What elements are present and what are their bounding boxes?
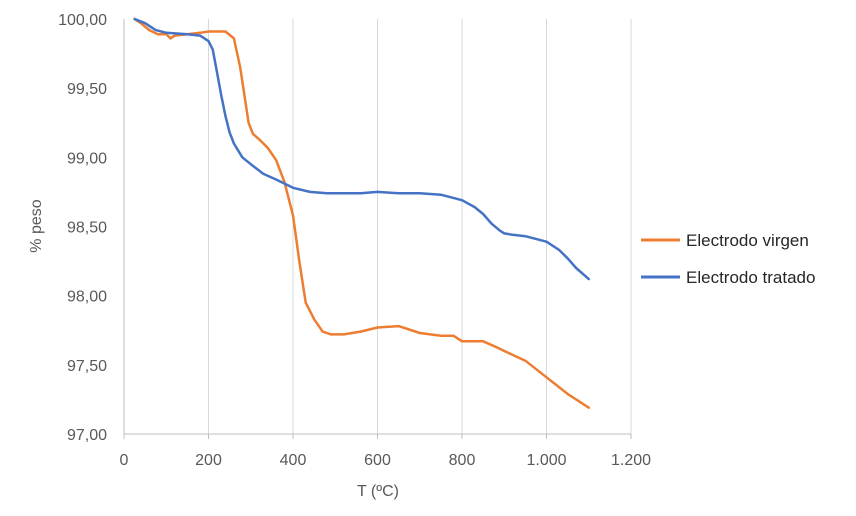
y-tick-label: 100,00 [58, 12, 107, 29]
y-tick-label: 98,00 [67, 289, 107, 306]
legend: Electrodo virgen Electrodo tratado [641, 231, 815, 287]
y-tick-label: 99,50 [67, 81, 107, 98]
legend-item-electrodo-tratado: Electrodo tratado [641, 268, 815, 287]
series-line-electrodo-tratado [133, 17, 591, 281]
x-tick-label: 1.200 [611, 452, 651, 469]
x-tick-label: 800 [449, 452, 476, 469]
x-tick-label: 600 [364, 452, 391, 469]
axes [123, 19, 632, 439]
y-axis-title: % peso [28, 199, 45, 252]
grid-lines [208, 19, 632, 434]
x-tick-label: 0 [120, 452, 129, 469]
x-tick-label: 400 [280, 452, 307, 469]
x-tick-label: 200 [195, 452, 222, 469]
series-lines [133, 17, 591, 409]
legend-label-electrodo-virgen: Electrodo virgen [686, 231, 809, 250]
y-tick-label: 97,00 [67, 427, 107, 444]
y-tick-label: 99,00 [67, 150, 107, 167]
x-tick-label: 1.000 [526, 452, 566, 469]
legend-item-electrodo-virgen: Electrodo virgen [641, 231, 809, 250]
series-line-electrodo-virgen [133, 17, 591, 409]
legend-label-electrodo-tratado: Electrodo tratado [686, 268, 815, 287]
tick-labels: 0 200 400 600 800 1.000 1.200 97,00 97,50 98,00 98… [58, 12, 651, 469]
x-axis-title: T (ºC) [357, 483, 399, 500]
y-tick-label: 97,50 [67, 358, 107, 375]
y-tick-label: 98,50 [67, 220, 107, 237]
